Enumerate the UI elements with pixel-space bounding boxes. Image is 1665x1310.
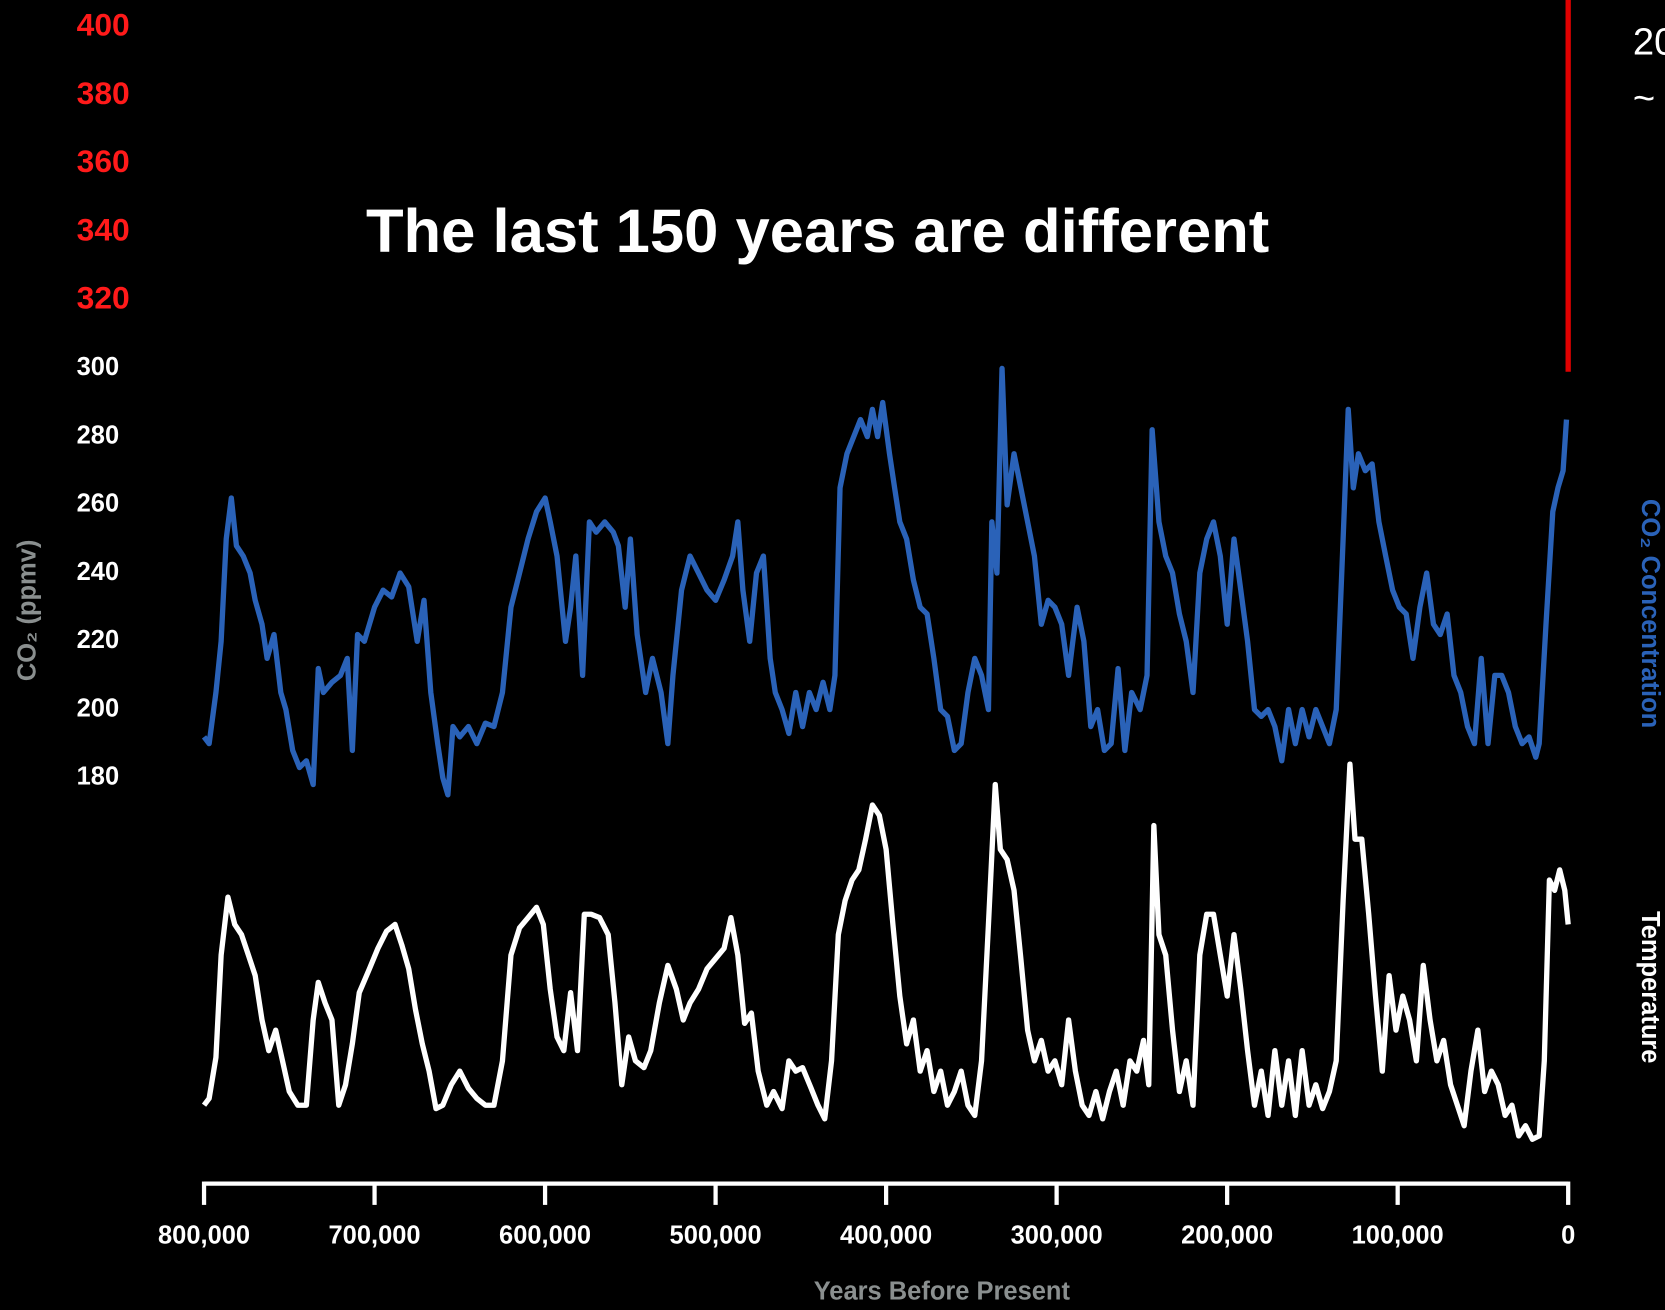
y-tick-label: 260 xyxy=(77,490,119,518)
series-label: CO₂ Concentration xyxy=(1636,499,1664,728)
x-tick-label: 700,000 xyxy=(329,1221,421,1249)
y-tick-label: 340 xyxy=(77,211,130,247)
x-tick-label: 200,000 xyxy=(1181,1221,1273,1249)
series-line xyxy=(201,365,1570,798)
x-tick-label: 300,000 xyxy=(1011,1221,1103,1249)
x-tick-label: 500,000 xyxy=(670,1221,762,1249)
y-tick-label: 360 xyxy=(77,143,130,179)
y-tick-label: 220 xyxy=(77,626,119,654)
y-tick-label: 380 xyxy=(77,75,130,111)
y-tick-label: 240 xyxy=(77,558,119,586)
y-axis-title: CO₂ (ppmv) xyxy=(14,540,42,681)
y-tick-label: 400 xyxy=(77,7,130,43)
y-tick-label: 300 xyxy=(77,353,119,381)
x-tick-label: 0 xyxy=(1561,1221,1575,1249)
y-tick-label: 180 xyxy=(77,762,119,790)
annotation: ~ xyxy=(1633,77,1655,120)
x-axis-title: Years Before Present xyxy=(814,1278,1071,1306)
y-tick-label: 280 xyxy=(77,421,119,449)
series-line xyxy=(201,761,1571,1142)
y-tick-label: 200 xyxy=(77,694,119,722)
series-label: Temperature xyxy=(1636,911,1664,1063)
chart-title: The last 150 years are different xyxy=(366,197,1269,266)
x-tick-label: 100,000 xyxy=(1352,1221,1444,1249)
x-tick-label: 400,000 xyxy=(840,1221,932,1249)
y-tick-label: 320 xyxy=(77,280,130,316)
x-tick-label: 600,000 xyxy=(499,1221,591,1249)
x-tick-label: 800,000 xyxy=(158,1221,250,1249)
annotation: 20 xyxy=(1633,21,1665,64)
